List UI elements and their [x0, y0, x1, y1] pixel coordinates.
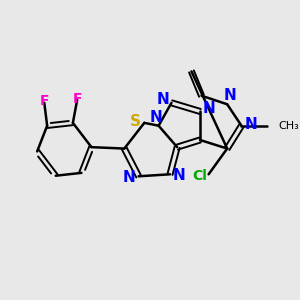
Text: N: N: [157, 92, 170, 107]
Text: N: N: [173, 168, 186, 183]
Text: N: N: [149, 110, 162, 124]
Text: N: N: [202, 101, 215, 116]
Text: Cl: Cl: [193, 169, 208, 183]
Text: F: F: [72, 92, 82, 106]
Text: N: N: [244, 117, 257, 132]
Text: N: N: [123, 170, 136, 185]
Text: F: F: [40, 94, 49, 108]
Text: CH₃: CH₃: [279, 121, 299, 131]
Text: N: N: [224, 88, 236, 103]
Text: S: S: [130, 114, 141, 129]
